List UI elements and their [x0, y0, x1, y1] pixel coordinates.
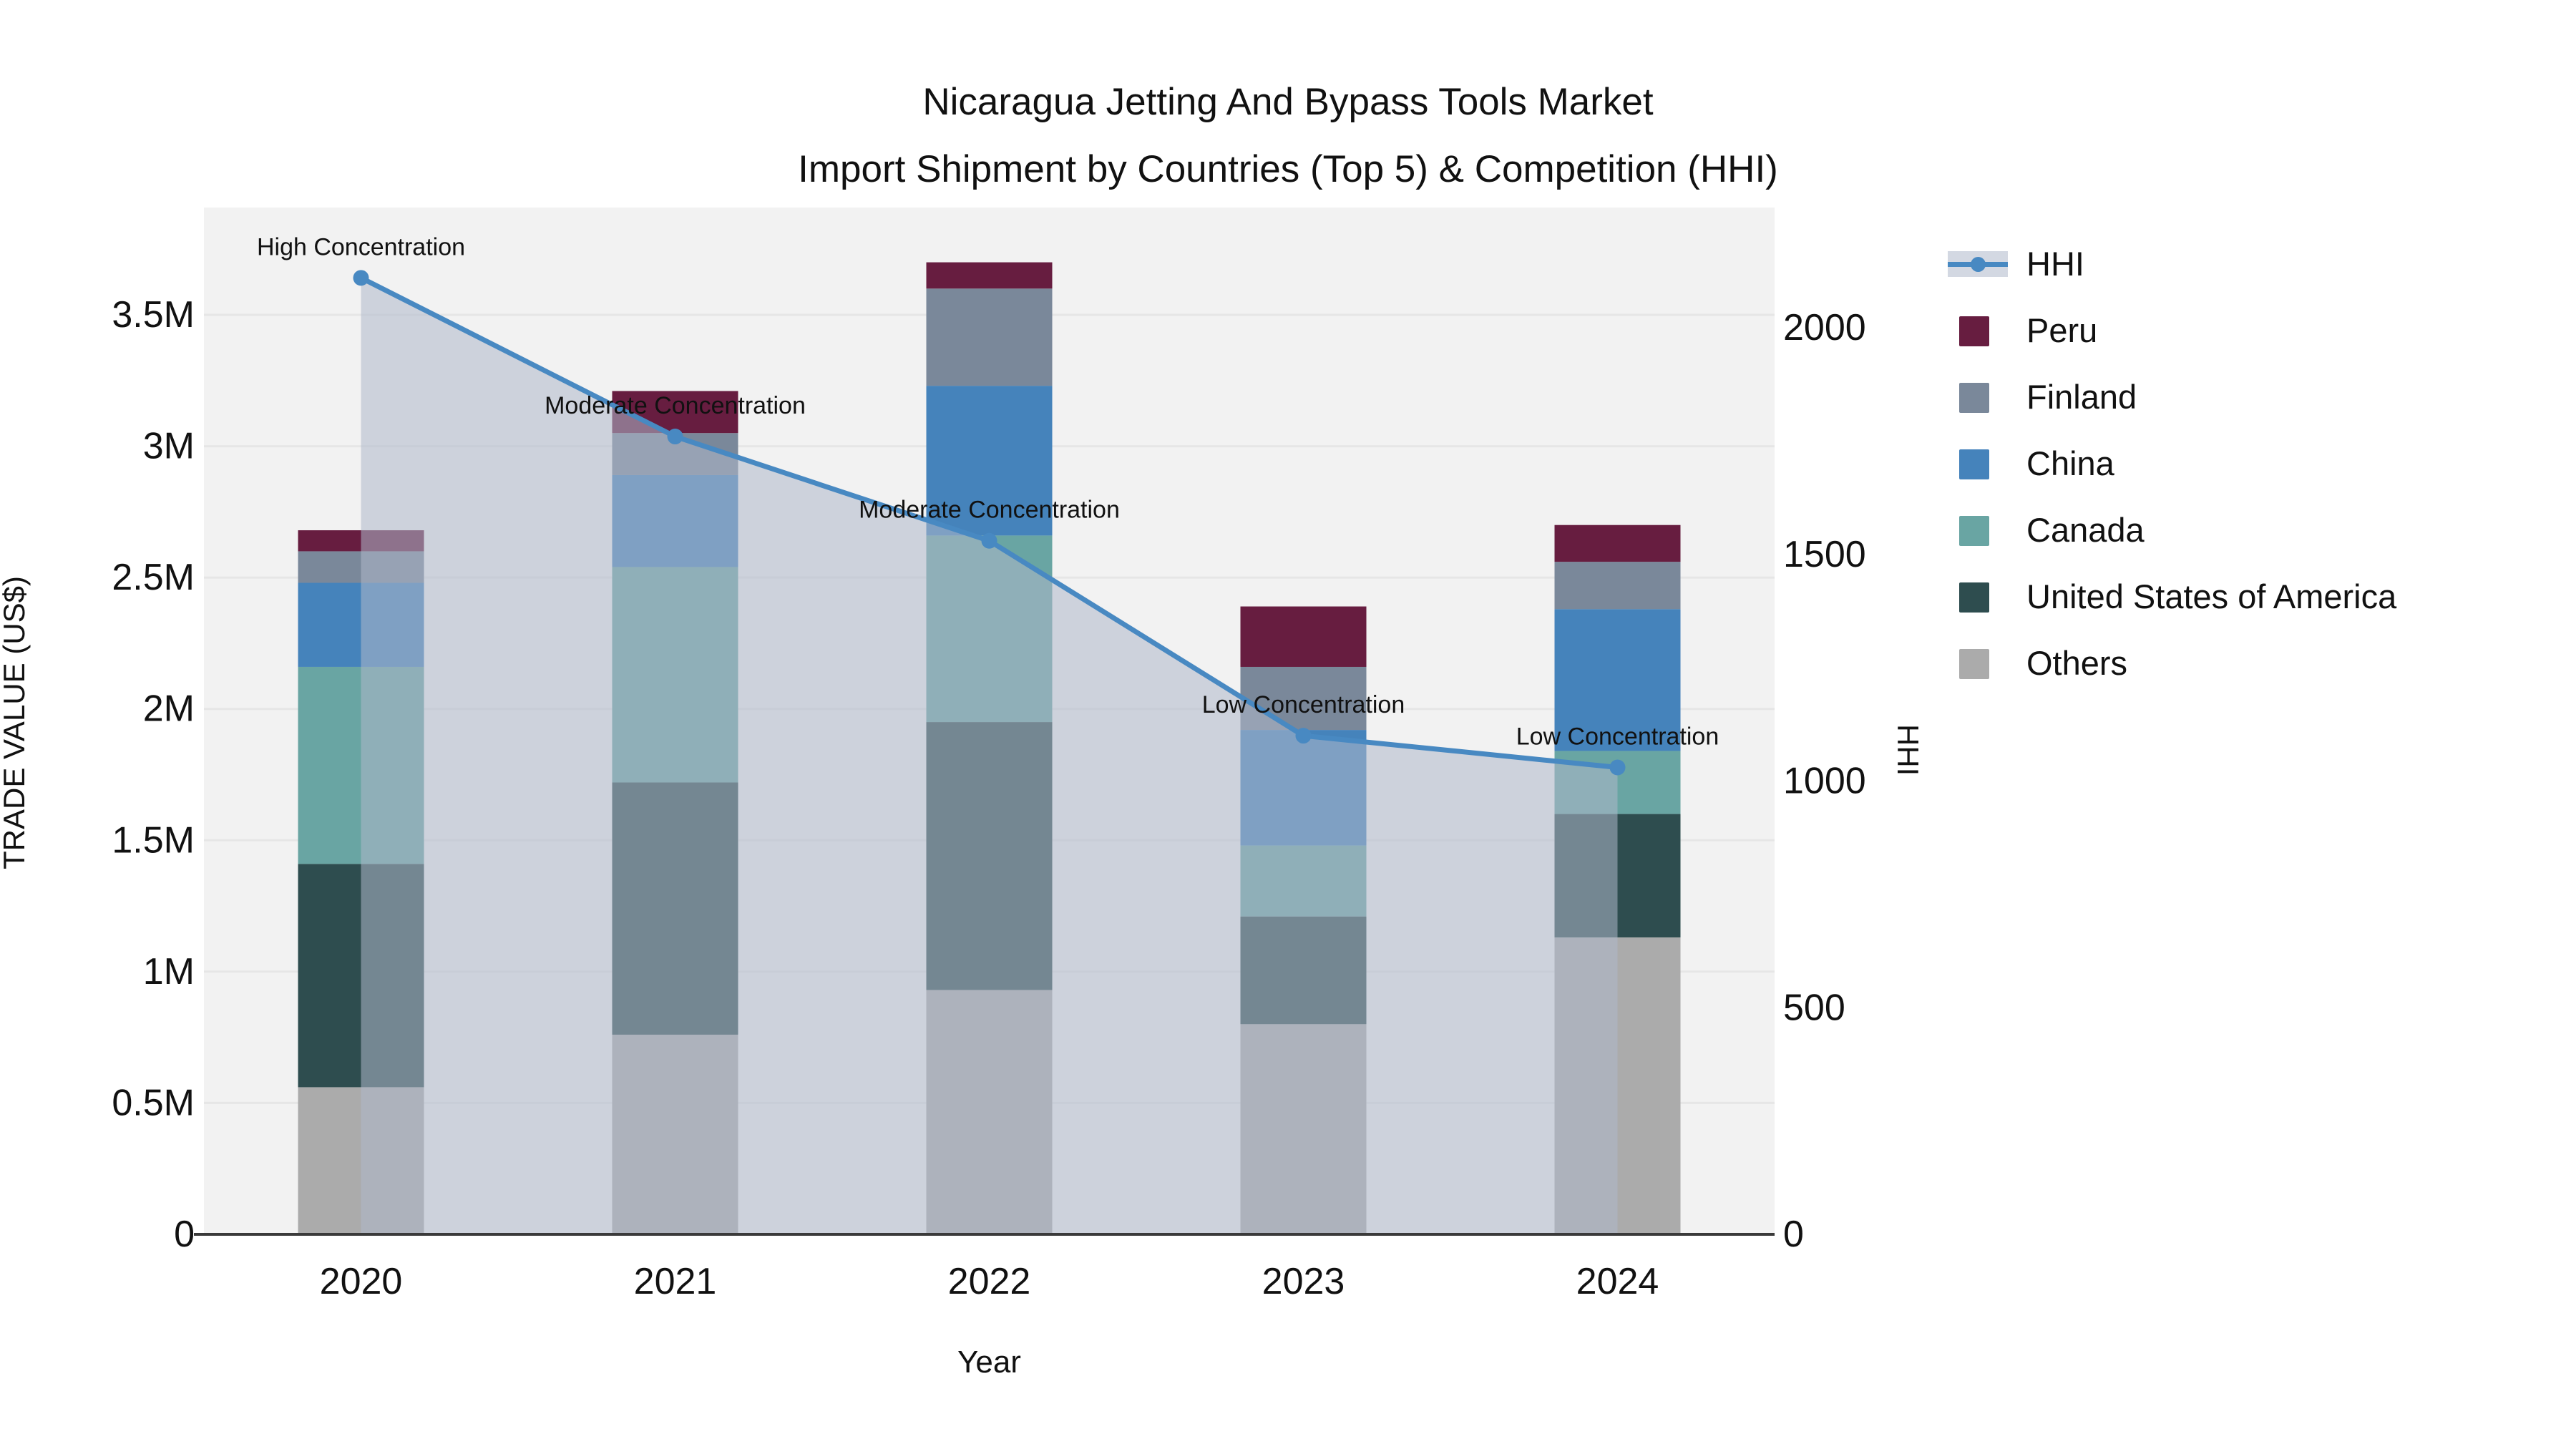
y-left-tick-0.5M: 0.5M — [112, 1082, 195, 1123]
y-right-tick-1500: 1500 — [1783, 534, 1866, 575]
bar-segment-peru-2024 — [1554, 525, 1681, 562]
annotation-2023: Low Concentration — [1202, 691, 1405, 718]
bar-segment-china-2024 — [1554, 609, 1681, 751]
china-swatch-icon — [1959, 449, 1989, 479]
y-left-tick-1.5M: 1.5M — [112, 819, 195, 861]
legend-item-china[interactable]: China — [1948, 430, 2396, 497]
legend-item-canada[interactable]: Canada — [1948, 497, 2396, 563]
legend-item-hhi[interactable]: HHI — [1948, 230, 2396, 297]
y-right-tick-500: 500 — [1783, 987, 1845, 1028]
legend-label: United States of America — [2026, 577, 2397, 615]
legend-label: China — [2026, 444, 2114, 482]
y-right-tick-0: 0 — [1783, 1214, 1804, 1255]
legend-label: Finland — [2026, 378, 2137, 416]
legend-item-usa[interactable]: United States of America — [1948, 563, 2396, 630]
x-tick-2022: 2022 — [948, 1261, 1031, 1302]
hhi-marker-2021 — [667, 429, 683, 445]
hhi-marker-2020 — [353, 270, 369, 286]
y-right-tick-2000: 2000 — [1783, 307, 1866, 348]
chart-title-line2: Import Shipment by Countries (Top 5) & C… — [798, 148, 1778, 190]
legend-item-finland[interactable]: Finland — [1948, 364, 2396, 430]
x-axis-title: Year — [957, 1345, 1021, 1380]
bar-segment-finland-2022 — [926, 288, 1053, 386]
legend-label: Others — [2026, 644, 2128, 682]
usa-swatch-icon — [1959, 582, 1989, 613]
y-left-tick-1M: 1M — [143, 951, 195, 992]
chart-title: Nicaragua Jetting And Bypass Tools Marke… — [0, 69, 2576, 203]
legend-item-others[interactable]: Others — [1948, 630, 2396, 696]
bar-segment-finland-2024 — [1554, 562, 1681, 610]
canada-swatch-icon — [1959, 515, 1989, 546]
x-axis-line — [194, 1233, 1775, 1236]
annotation-2021: Moderate Concentration — [545, 392, 806, 419]
legend-label: HHI — [2026, 245, 2084, 283]
chart-title-line1: Nicaragua Jetting And Bypass Tools Marke… — [922, 81, 1654, 123]
annotation-2022: Moderate Concentration — [859, 497, 1120, 524]
y-right-tick-1000: 1000 — [1783, 761, 1866, 802]
hhi-line-swatch-icon — [1948, 248, 2008, 280]
others-swatch-icon — [1959, 648, 1989, 679]
y-left-tick-3.5M: 3.5M — [112, 294, 195, 336]
annotation-2024: Low Concentration — [1516, 723, 1719, 750]
hhi-marker-2022 — [981, 532, 997, 549]
y-left-tick-2M: 2M — [143, 688, 195, 730]
hhi-marker-2024 — [1609, 759, 1626, 776]
x-tick-2024: 2024 — [1576, 1261, 1659, 1302]
peru-swatch-icon — [1959, 316, 1989, 346]
hhi-line-marker — [1971, 256, 1986, 272]
hhi-area-fill — [361, 278, 1618, 1235]
legend-label: Peru — [2026, 311, 2098, 349]
y-left-tick-2.5M: 2.5M — [112, 557, 195, 598]
x-tick-2023: 2023 — [1262, 1261, 1345, 1302]
y-left-tick-0: 0 — [174, 1214, 195, 1255]
finland-swatch-icon — [1959, 382, 1989, 413]
bar-segment-china-2022 — [926, 386, 1053, 536]
y-left-tick-3M: 3M — [143, 426, 195, 467]
legend-item-peru[interactable]: Peru — [1948, 297, 2396, 364]
legend: HHI Peru Finland China Canada United Sta… — [1948, 230, 2396, 696]
hhi-marker-2023 — [1295, 728, 1312, 744]
annotation-2020: High Concentration — [257, 233, 465, 260]
x-tick-2020: 2020 — [320, 1261, 403, 1302]
bar-segment-peru-2023 — [1240, 606, 1367, 667]
legend-label: Canada — [2026, 511, 2145, 549]
bar-segment-peru-2022 — [926, 262, 1053, 289]
x-tick-2021: 2021 — [634, 1261, 717, 1302]
